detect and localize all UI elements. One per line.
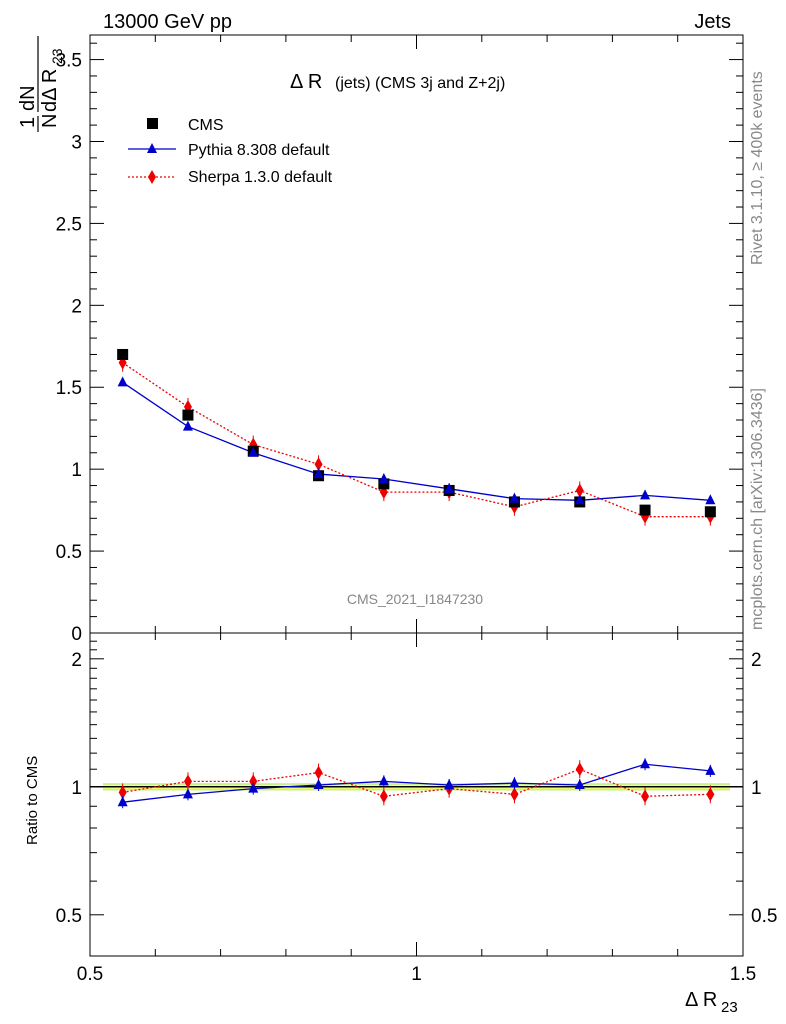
pythia-point [182, 420, 193, 431]
y-label-one: 1 [17, 117, 39, 128]
legend: CMS Pythia 8.308 default Sherpa 1.3.0 de… [128, 117, 333, 186]
ratio-y-tick-label-right: 1 [751, 778, 762, 799]
ratio-y-tick-label: 2 [71, 650, 82, 671]
main-y-tick-label: 1 [71, 460, 82, 481]
ratio-sherpa-point [510, 787, 519, 802]
cms-point [704, 506, 716, 518]
ratio-sherpa-point [706, 787, 715, 802]
pythia-point [574, 494, 585, 505]
x-axis-label: Δ R 23 [685, 989, 738, 1016]
x-tick-label: 1.5 [730, 964, 756, 985]
legend-cms-marker [147, 118, 158, 129]
cms-point [117, 348, 129, 360]
ratio-pythia-point [705, 764, 716, 775]
ratio-y-tick-label: 0.5 [56, 906, 82, 927]
main-y-tick-label: 3.5 [56, 51, 82, 72]
main-y-tick-label: 2 [71, 296, 82, 317]
legend-sherpa-label: Sherpa 1.3.0 default [188, 169, 333, 186]
mcplots-label: mcplots.cern.ch [arXiv:1306.3436] [749, 388, 766, 630]
main-y-tick-label: 0.5 [56, 542, 82, 563]
ratio-pythia-point [182, 788, 193, 799]
ratio-sherpa-point [575, 762, 584, 777]
ratio-uncertainty-band [90, 783, 743, 791]
main-y-axis-label: 1 N dN dΔ R 23 [17, 36, 65, 132]
sherpa-point [575, 483, 584, 498]
ratio-pythia-point [640, 758, 651, 769]
ratio-pythia-point [313, 778, 324, 789]
analysis-id: CMS_2021_I1847230 [347, 591, 483, 607]
rivet-version-label: Rivet 3.1.10, ≥ 400k events [749, 71, 766, 265]
ratio-pythia-point [509, 777, 520, 788]
sherpa-point [641, 509, 650, 524]
legend-pythia-label: Pythia 8.308 default [188, 142, 330, 159]
x-tick-label: 1 [411, 964, 422, 985]
ratio-pythia-point [444, 778, 455, 789]
ratio-y-tick-label-right: 0.5 [751, 906, 777, 927]
pythia-point [509, 492, 520, 503]
ratio-pythia-line [122, 763, 711, 803]
main-axis-ticks: 0 0.5 1 1.5 2 2.5 3 3.5 [56, 42, 743, 645]
header-right: Jets [694, 11, 731, 33]
ratio-pythia-point [117, 796, 128, 807]
ratio-sherpa-point [249, 774, 258, 789]
ratio-pythia-point [378, 775, 389, 786]
pythia-point [117, 376, 128, 387]
main-y-tick-label: 1.5 [56, 378, 82, 399]
pythia-point [640, 489, 651, 500]
x-label-subscript: 23 [721, 999, 738, 1016]
ratio-y-axis-label: Ratio to CMS [24, 756, 41, 845]
y-label-dn: dN [17, 85, 39, 111]
pythia-point [248, 446, 259, 457]
ratio-sherpa-point [118, 785, 127, 800]
main-series [117, 348, 716, 526]
sherpa-point [314, 457, 323, 472]
pythia-point [705, 494, 716, 505]
cms-point [378, 478, 390, 490]
plot-title-main: Δ R [290, 71, 322, 93]
ratio-y-tick-label: 1 [71, 778, 82, 799]
main-y-tick-label: 0 [71, 624, 82, 645]
legend-pythia-marker [147, 143, 157, 153]
pythia-line [122, 381, 711, 501]
header-left: 13000 GeV pp [103, 11, 232, 33]
x-tick-label: 0.5 [77, 964, 103, 985]
cms-point [182, 409, 194, 421]
plot-title-detail: (jets) (CMS 3j and Z+2j) [335, 75, 505, 92]
pythia-point [444, 482, 455, 493]
y-label-subscript: 23 [49, 48, 65, 64]
main-y-tick-label: 3 [71, 132, 82, 153]
sherpa-line [122, 362, 711, 518]
x-label-main: Δ R [685, 989, 717, 1011]
ratio-sherpa-point [183, 774, 192, 789]
legend-sherpa-marker [148, 170, 156, 184]
legend-cms-label: CMS [188, 117, 224, 134]
ratio-pythia-point [574, 778, 585, 789]
ratio-pythia-point [248, 782, 259, 793]
y-label-denominator: dΔ R [39, 69, 61, 112]
pythia-point [378, 472, 389, 483]
ratio-axis-ticks: 0.5 1 1.5 0.5 0.5 1 1 2 2 [56, 35, 777, 985]
main-y-tick-label: 2.5 [56, 214, 82, 235]
ratio-series [117, 758, 716, 809]
cms-point [639, 504, 651, 516]
ratio-sherpa-point [314, 765, 323, 780]
ratio-y-tick-label-right: 2 [751, 650, 762, 671]
y-label-n: N [39, 114, 61, 128]
pythia-point [313, 468, 324, 479]
ratio-sherpa-point [379, 789, 388, 804]
ratio-sherpa-point [641, 789, 650, 804]
